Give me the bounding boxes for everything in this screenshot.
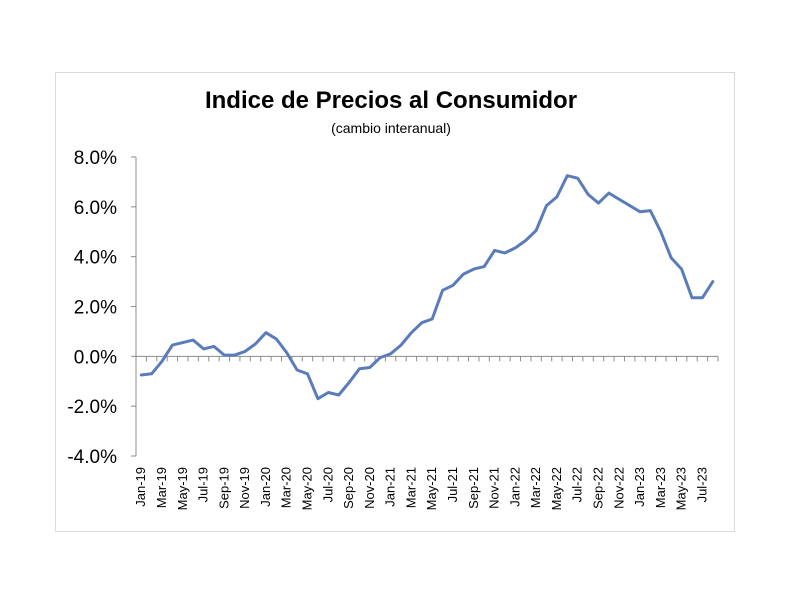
y-tick-label: 0.0% — [74, 347, 117, 368]
x-tick-label: Jul-19 — [196, 467, 211, 502]
y-tick-label: -2.0% — [67, 397, 117, 418]
x-tick-label: Jan-23 — [632, 467, 647, 507]
x-tick-label: Jul-22 — [570, 467, 585, 502]
y-tick-label: 2.0% — [74, 298, 117, 319]
x-tick-label: May-19 — [175, 467, 190, 510]
chart-title: Indice de Precios al Consumidor — [205, 87, 577, 114]
x-tick-label: Nov-21 — [487, 467, 502, 509]
x-tick-label: May-23 — [674, 467, 689, 510]
x-tick-label: Jan-19 — [133, 467, 148, 507]
chart-subtitle: (cambio interanual) — [331, 120, 451, 136]
x-tick-label: Jan-21 — [383, 467, 398, 507]
x-tick-label: Jul-20 — [320, 467, 335, 502]
x-tick-label: May-20 — [299, 467, 314, 510]
x-tick-label: Mar-21 — [403, 467, 418, 508]
x-tick-labels: Jan-19 Mar-19 May-19 Jul-19 Sep-19 Nov-19 Jan-… — [133, 467, 709, 510]
x-tick-label: Sep-20 — [341, 467, 356, 509]
x-tick-label: Mar-22 — [528, 467, 543, 508]
x-tick-label: Sep-19 — [216, 467, 231, 509]
x-tick-label: May-22 — [549, 467, 564, 510]
y-tick-labels: 8.0% 6.0% 4.0% 2.0% 0.0% -2.0% -4.0% — [67, 148, 117, 468]
x-tick-label: Jan-22 — [507, 467, 522, 507]
chart-frame — [55, 72, 735, 532]
x-tick-label: Nov-20 — [362, 467, 377, 509]
x-tick-label: Jul-21 — [445, 467, 460, 502]
series-group — [139, 174, 715, 401]
y-tick-label: 8.0% — [74, 148, 117, 169]
y-tick-label: 4.0% — [74, 248, 117, 269]
y-tick-label: -4.0% — [67, 447, 117, 468]
x-tick-label: Nov-22 — [611, 467, 626, 509]
x-tick-label: Mar-23 — [653, 467, 668, 508]
y-tick-label: 6.0% — [74, 198, 117, 219]
x-tick-label: Jan-20 — [258, 467, 273, 507]
x-tick-label: Jul-23 — [694, 467, 709, 502]
x-tick-label: Nov-19 — [237, 467, 252, 509]
axes — [131, 156, 719, 457]
x-tick-label: May-21 — [424, 467, 439, 510]
x-tick-label: Sep-21 — [466, 467, 481, 509]
x-tick-label: Mar-19 — [154, 467, 169, 508]
x-tick-label: Mar-20 — [279, 467, 294, 508]
x-tick-label: Sep-22 — [590, 467, 605, 509]
series-line — [139, 174, 715, 401]
